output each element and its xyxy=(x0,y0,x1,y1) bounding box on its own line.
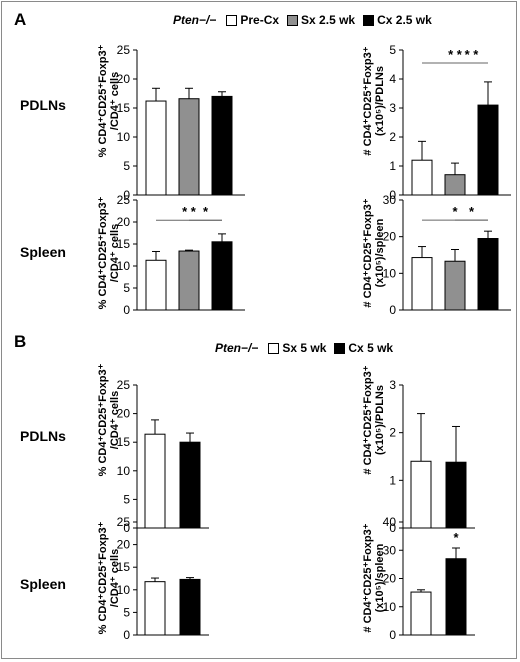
legend-swatch xyxy=(226,14,238,26)
y-tick-label: 20 xyxy=(117,215,131,229)
significance-star: * xyxy=(203,204,209,219)
y-tick-label: 20 xyxy=(117,72,131,86)
bar xyxy=(410,460,432,529)
y-tick-label: 5 xyxy=(123,281,130,295)
bar xyxy=(410,591,432,636)
bar xyxy=(445,558,467,636)
bar xyxy=(211,241,233,311)
y-tick-label: 30 xyxy=(383,193,397,207)
y-tick-label: 10 xyxy=(117,259,131,273)
significance-star: * * xyxy=(182,204,197,219)
y-tick-label: 15 xyxy=(117,435,131,449)
y-tick-label: 5 xyxy=(123,492,130,506)
bar xyxy=(144,581,166,636)
y-tick-label: 3 xyxy=(389,378,396,392)
y-tick-label: 20 xyxy=(383,572,397,586)
bar xyxy=(445,461,467,529)
bar xyxy=(477,238,499,311)
bar xyxy=(444,260,466,311)
y-tick-label: 20 xyxy=(117,407,131,421)
y-tick-label: 0 xyxy=(389,521,396,535)
y-tick-label: 0 xyxy=(123,628,130,642)
y-tick-label: 0 xyxy=(389,188,396,202)
legend-swatch xyxy=(268,342,280,354)
y-tick-label: 15 xyxy=(117,237,131,251)
significance-star: * xyxy=(469,204,475,219)
legend-item: Cx 5 wk xyxy=(334,341,393,355)
legend-label: Cx 2.5 wk xyxy=(377,13,432,27)
y-tick-label: 25 xyxy=(117,193,131,207)
legend-label: Pre-Cx xyxy=(240,13,280,27)
y-tick-label: 40 xyxy=(383,515,397,529)
legend-genotype: Pten−/− xyxy=(173,13,217,27)
y-tick-label: 3 xyxy=(389,101,396,115)
row-label-pdlns: PDLNs xyxy=(20,428,66,444)
y-tick-label: 30 xyxy=(383,543,397,557)
y-tick-label: 4 xyxy=(389,72,396,86)
bar xyxy=(411,257,433,311)
y-tick-label: 5 xyxy=(123,159,130,173)
y-tick-label: 0 xyxy=(123,303,130,317)
bar xyxy=(477,104,499,196)
bar xyxy=(144,433,166,529)
y-tick-label: 0 xyxy=(123,188,130,202)
bar xyxy=(178,98,200,196)
y-tick-label: 15 xyxy=(117,560,131,574)
y-tick-label: 1 xyxy=(389,159,396,173)
bar xyxy=(145,259,167,311)
legend-label: Sx 5 wk xyxy=(282,341,327,355)
y-tick-label: 5 xyxy=(123,605,130,619)
legend-swatch xyxy=(363,14,375,26)
y-tick-label: 15 xyxy=(117,101,131,115)
bar xyxy=(178,250,200,311)
panel-label-b: B xyxy=(14,332,27,351)
bar xyxy=(179,441,201,529)
y-tick-label: 5 xyxy=(389,43,396,57)
row-label-pdlns: PDLNs xyxy=(20,97,66,113)
legend-item: Sx 2.5 wk xyxy=(287,13,355,27)
legend-b: Pten−/− Sx 5 wk Cx 5 wk xyxy=(215,341,401,355)
significance-star: * * xyxy=(465,47,480,62)
significance-star: * xyxy=(452,204,458,219)
legend-item: Pre-Cx xyxy=(226,13,279,27)
significance-star: * xyxy=(453,530,459,545)
y-tick-label: 10 xyxy=(117,583,131,597)
panel-label-a: A xyxy=(14,10,27,29)
y-tick-label: 0 xyxy=(389,628,396,642)
row-label-spleen: Spleen xyxy=(20,244,66,260)
y-tick-label: 25 xyxy=(117,378,131,392)
y-tick-label: 0 xyxy=(123,521,130,535)
legend-swatch xyxy=(287,14,299,26)
y-tick-label: 1 xyxy=(389,473,396,487)
y-tick-label: 25 xyxy=(117,515,131,529)
y-tick-label: 20 xyxy=(383,230,397,244)
legend-label: Sx 2.5 wk xyxy=(301,13,356,27)
bar xyxy=(211,95,233,196)
y-tick-label: 2 xyxy=(389,130,396,144)
bar xyxy=(145,100,167,196)
y-tick-label: 10 xyxy=(383,266,397,280)
y-tick-label: 25 xyxy=(117,43,131,57)
legend-genotype: Pten−/− xyxy=(215,341,259,355)
bar xyxy=(444,174,466,196)
y-tick-label: 10 xyxy=(117,464,131,478)
y-tick-label: 2 xyxy=(389,426,396,440)
legend-label: Cx 5 wk xyxy=(348,341,394,355)
y-tick-label: 20 xyxy=(117,538,131,552)
bar xyxy=(179,578,201,636)
bar xyxy=(411,159,433,196)
legend-item: Cx 2.5 wk xyxy=(363,13,432,27)
legend-a: Pten−/− Pre-Cx Sx 2.5 wk Cx 2.5 wk xyxy=(173,13,440,27)
y-tick-label: 10 xyxy=(117,130,131,144)
legend-swatch xyxy=(334,342,346,354)
y-tick-label: 0 xyxy=(389,303,396,317)
significance-star: * * xyxy=(448,47,463,62)
row-label-spleen: Spleen xyxy=(20,576,66,592)
legend-item: Sx 5 wk xyxy=(268,341,326,355)
y-tick-label: 10 xyxy=(383,600,397,614)
